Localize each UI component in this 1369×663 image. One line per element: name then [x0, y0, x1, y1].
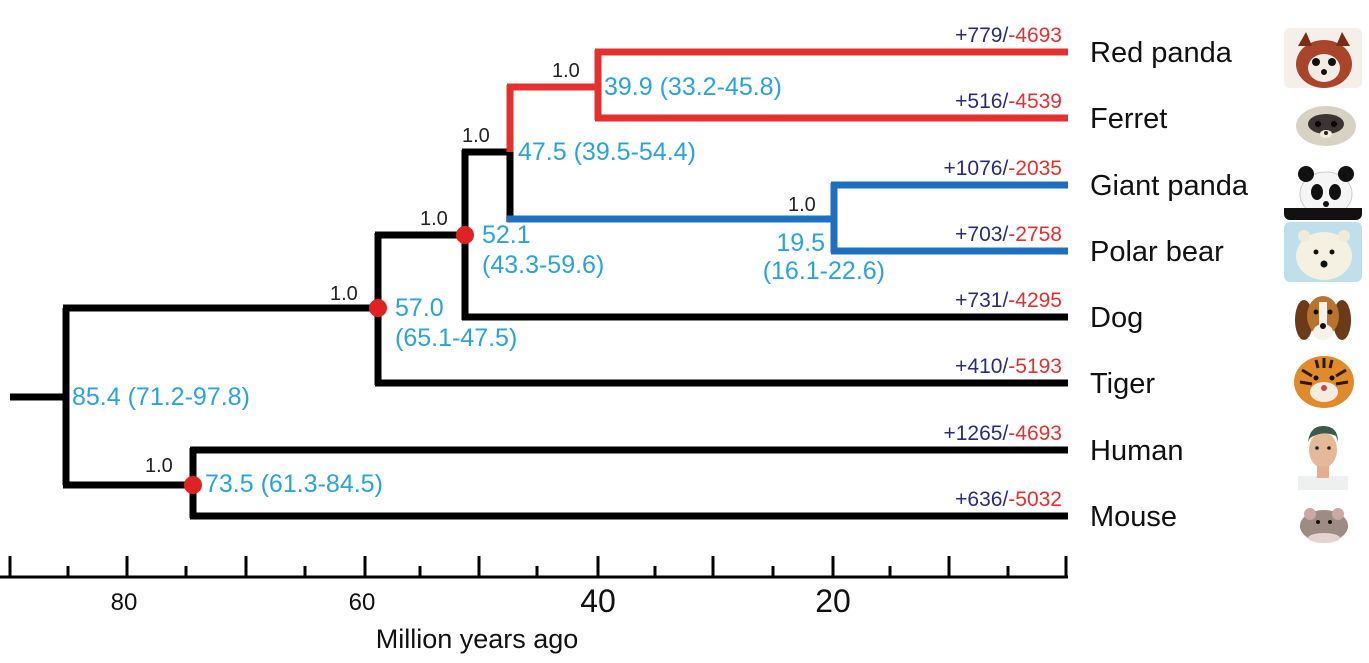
age-arctoidea: 47.5 (39.5-54.4)	[518, 138, 696, 166]
support-caniformia: 1.0	[420, 208, 448, 230]
tick-label-80: 80	[111, 589, 138, 616]
support-musteloidea: 1.0	[552, 60, 580, 82]
ci-caniformia: (43.3-59.6)	[482, 251, 604, 279]
red-branches	[506, 48, 1068, 152]
taxon-polar-bear: Polar bear	[1090, 236, 1224, 268]
giant-panda-photo	[1284, 160, 1362, 220]
count-tiger: +410/-5193	[955, 355, 1062, 378]
taxon-dog: Dog	[1090, 302, 1143, 334]
taxon-human: Human	[1090, 435, 1184, 467]
support-bears: 1.0	[788, 194, 816, 216]
divergence-times: 85.4 (71.2-97.8) 73.5 (61.3-84.5) 57.0 (…	[72, 73, 885, 498]
tick-label-40: 40	[580, 583, 616, 619]
calibration-nodes	[184, 226, 474, 494]
count-polar-bear: +703/-2758	[955, 223, 1062, 246]
support-values: 1.0 1.0 1.0 1.0 1.0 1.0	[145, 60, 816, 477]
age-human-mouse: 73.5 (61.3-84.5)	[205, 470, 383, 498]
ferret-photo	[1284, 94, 1362, 154]
time-axis: 80 60 40 20 Million years ago	[0, 556, 1068, 654]
node-dot-carnivora	[369, 299, 387, 317]
blue-branches	[507, 181, 1068, 255]
ci-bears: (16.1-22.6)	[763, 257, 885, 285]
count-ferret: +516/-4539	[955, 90, 1062, 113]
age-musteloidea: 39.9 (33.2-45.8)	[604, 73, 782, 101]
tick-label-60: 60	[349, 589, 376, 616]
dog-photo	[1284, 288, 1362, 348]
human-photo	[1284, 416, 1362, 490]
support-carnivora: 1.0	[330, 283, 358, 305]
age-carnivora: 57.0	[395, 294, 444, 322]
count-mouse: +636/-5032	[955, 488, 1062, 511]
axis-ticks	[8, 556, 1068, 577]
count-giant-panda: +1076/-2035	[943, 157, 1062, 180]
support-human-mouse: 1.0	[145, 455, 173, 477]
count-human: +1265/-4693	[943, 422, 1062, 445]
tick-label-20: 20	[815, 583, 851, 619]
age-caniformia: 52.1	[482, 221, 531, 249]
taxon-names: Red panda Ferret Giant panda Polar bear …	[1090, 37, 1249, 533]
tiger-photo	[1284, 350, 1362, 410]
taxon-red-panda: Red panda	[1090, 37, 1233, 69]
taxon-tiger: Tiger	[1090, 368, 1155, 400]
axis-title: Million years ago	[376, 624, 579, 654]
mouse-photo	[1284, 492, 1362, 552]
black-branches	[10, 148, 1068, 520]
taxon-ferret: Ferret	[1090, 103, 1167, 135]
ci-carnivora: (65.1-47.5)	[395, 324, 517, 352]
age-bears: 19.5	[776, 229, 825, 257]
taxon-mouse: Mouse	[1090, 501, 1177, 533]
support-arctoidea: 1.0	[462, 125, 490, 147]
gene-family-counts: +779/-4693 +516/-4539 +1076/-2035 +703/-…	[943, 24, 1062, 511]
age-root: 85.4 (71.2-97.8)	[72, 383, 250, 411]
polar-bear-photo	[1284, 222, 1362, 282]
node-dot-human-mouse	[184, 476, 202, 494]
taxon-giant-panda: Giant panda	[1090, 170, 1249, 202]
count-dog: +731/-4295	[955, 289, 1062, 312]
node-dot-caniformia	[456, 226, 474, 244]
red-panda-photo	[1284, 28, 1362, 88]
axis-tick-labels: 80 60 40 20	[111, 583, 851, 619]
count-red-panda: +779/-4693	[955, 24, 1062, 47]
